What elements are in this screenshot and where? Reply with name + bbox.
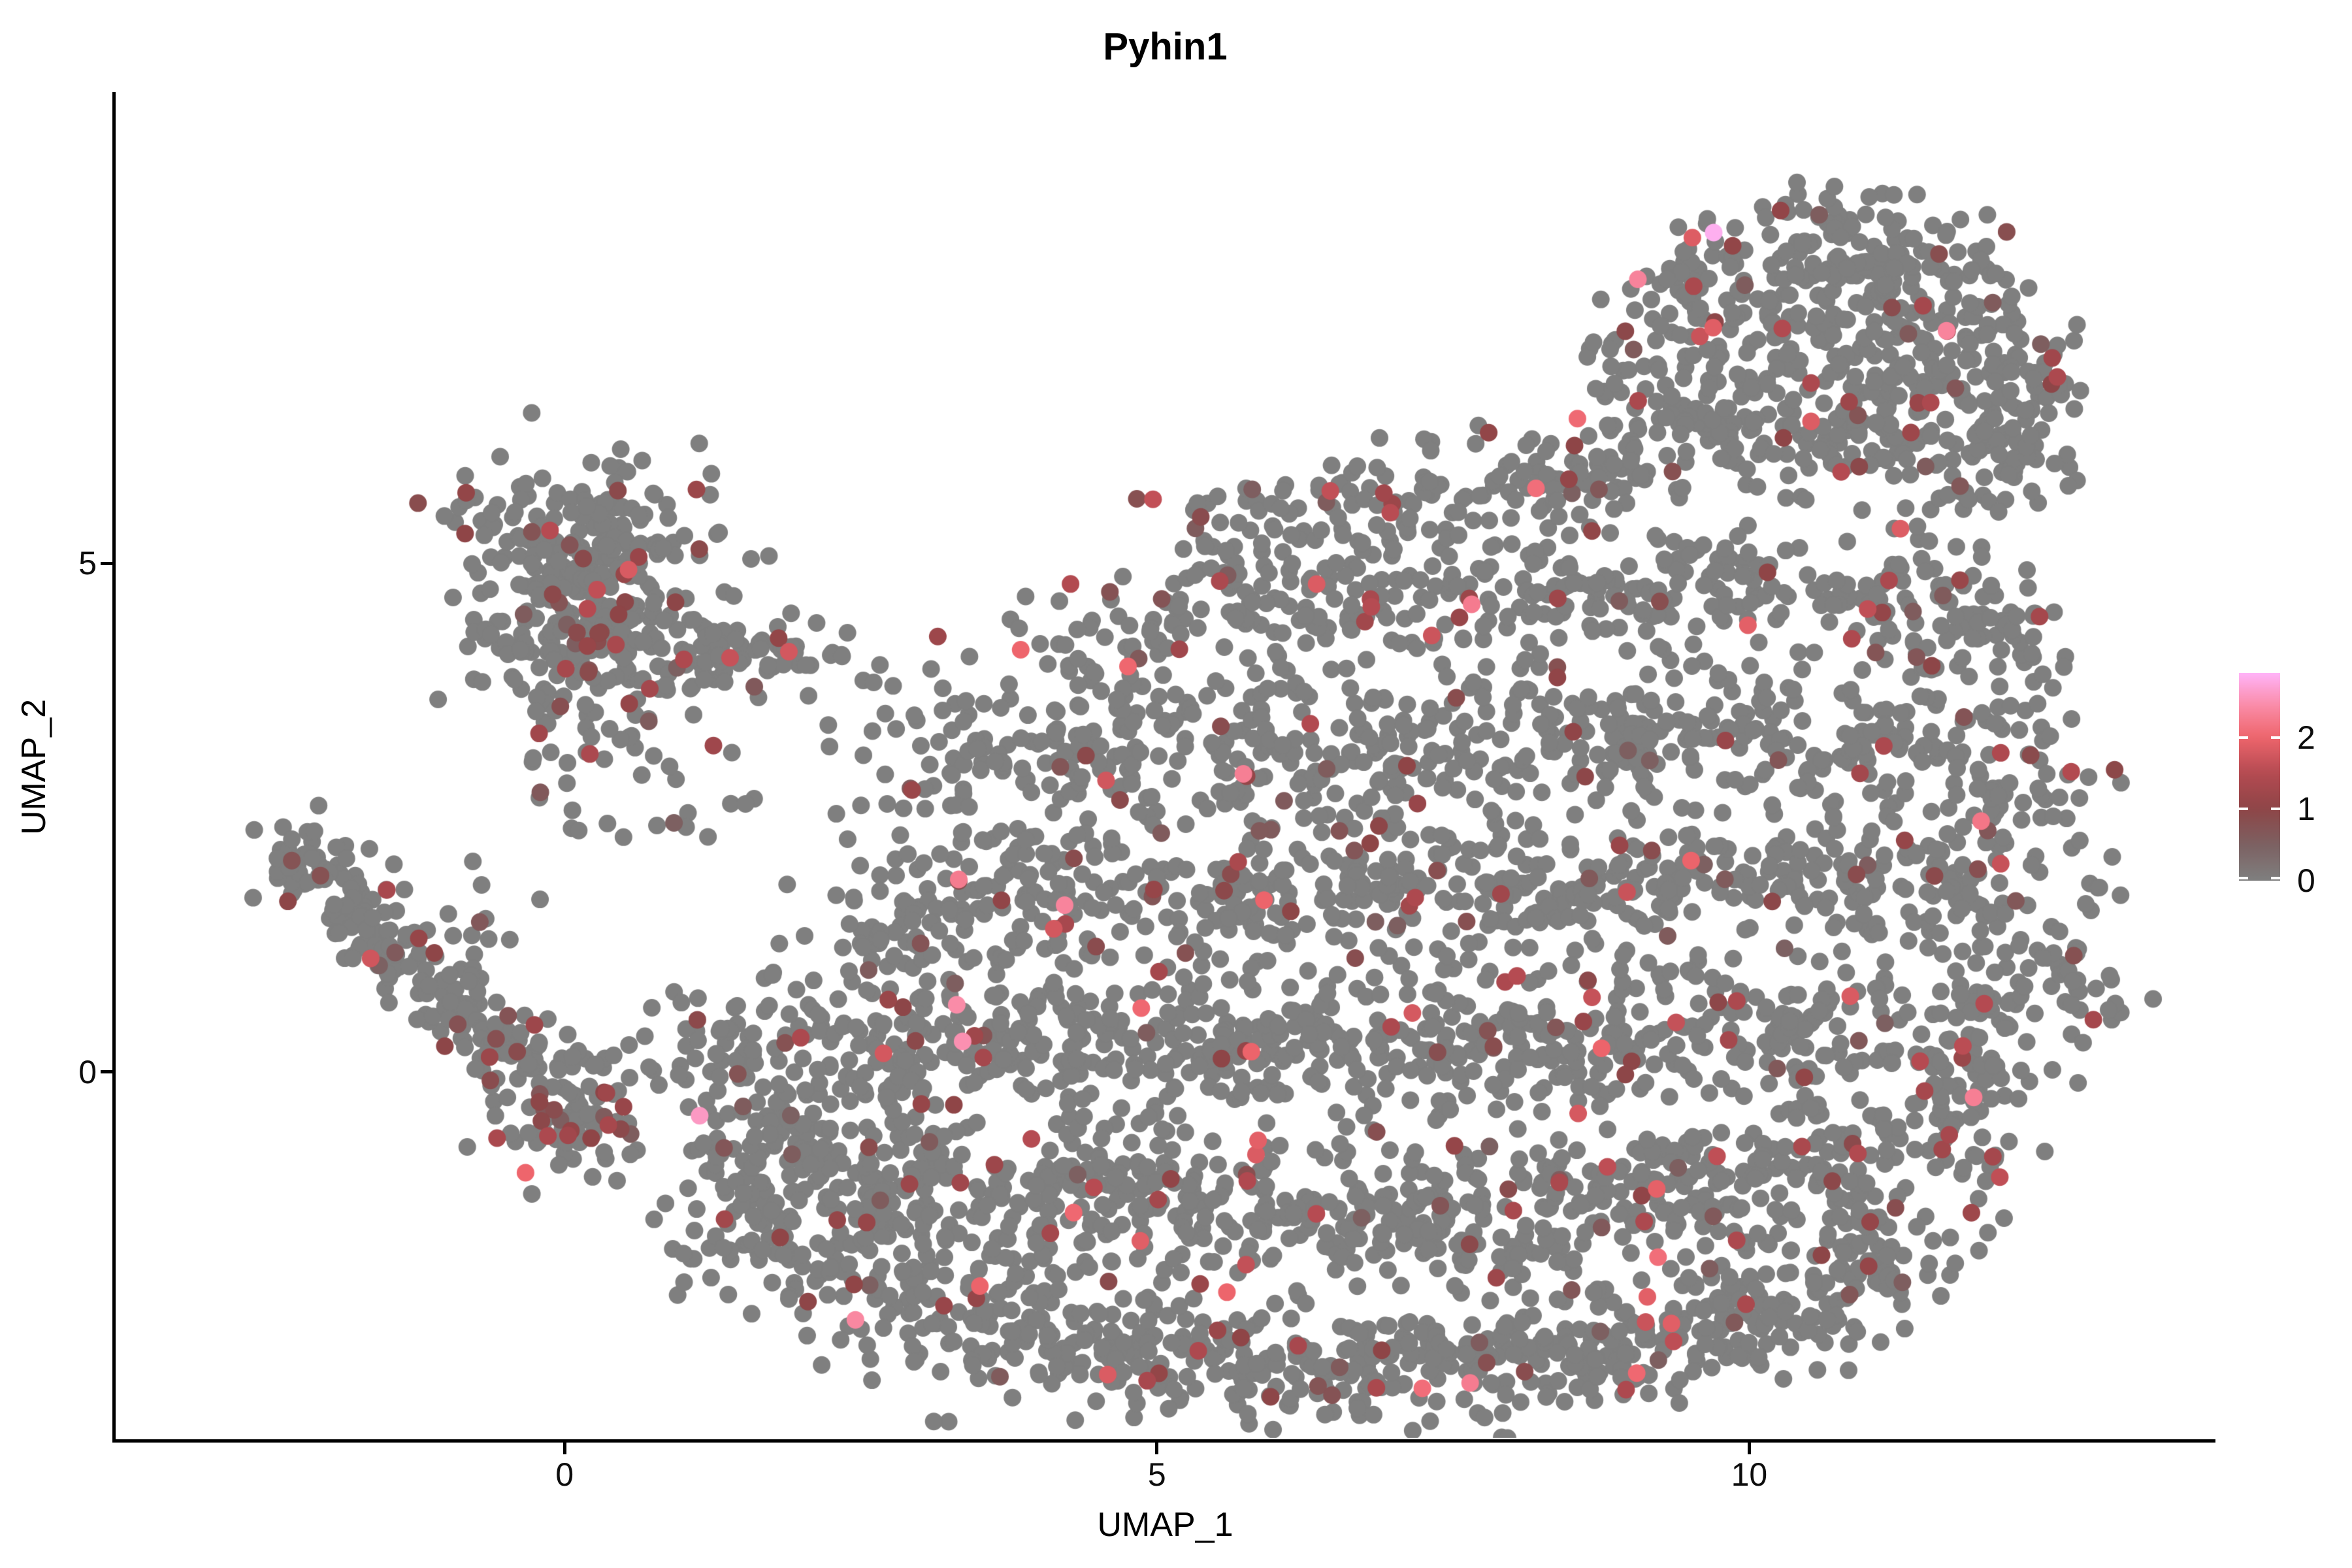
x-tick-label: 5 [1147,1456,1166,1493]
colorbar-tick-label: 2 [2297,719,2315,756]
y-tick-mark [101,1070,112,1074]
colorbar-tick-mark [2271,808,2280,811]
x-tick-label: 10 [1731,1456,1768,1493]
colorbar-tick-label: 0 [2297,862,2315,899]
colorbar-tick-mark [2271,736,2280,739]
colorbar-tick-mark [2239,808,2248,811]
y-tick-label: 0 [78,1053,97,1090]
x-axis-title: UMAP_1 [1097,1506,1233,1544]
colorbar-tick-mark [2239,877,2248,879]
colorbar-tick-mark [2239,736,2248,739]
plot-title: Pyhin1 [1103,25,1228,68]
y-tick-label: 5 [78,545,97,582]
x-axis-line [112,1439,2215,1443]
colorbar-tick-mark [2271,877,2280,879]
y-axis-title: UMAP_2 [15,698,53,836]
x-tick-mark [563,1443,566,1454]
y-tick-mark [101,561,112,565]
x-tick-mark [1155,1443,1159,1454]
x-tick-mark [1747,1443,1751,1454]
expression-colorbar [2239,673,2280,881]
colorbar-tick-label: 1 [2297,791,2315,828]
y-axis-line [112,92,116,1443]
x-tick-label: 0 [555,1456,574,1493]
